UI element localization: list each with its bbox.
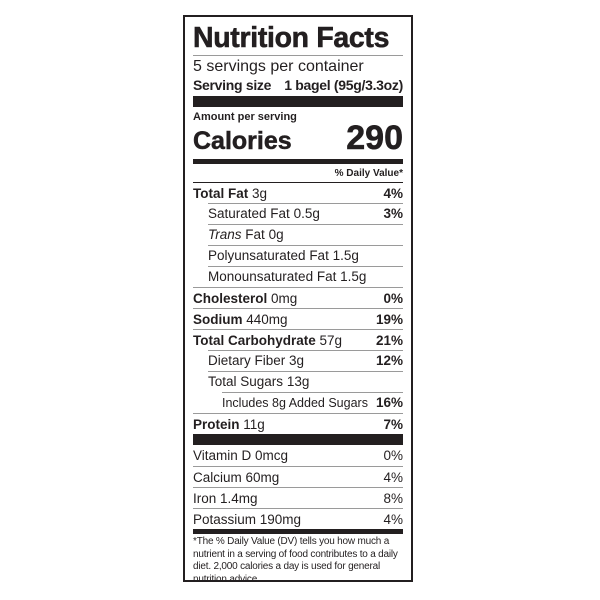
vitamin-rows: Vitamin D 0mcg 0% Calcium 60mg 4% Iron 1.4… xyxy=(193,445,403,529)
nutrition-facts-label: Nutrition Facts 5 servings per container… xyxy=(183,15,413,585)
nutrient-row-saturated-fat: Saturated Fat 0.5g 3% xyxy=(193,203,403,224)
nutrient-row-total-fat: Total Fat 3g 4% xyxy=(193,182,403,203)
serving-size-label: Serving size xyxy=(193,77,272,93)
nutrient-dv: 19% xyxy=(375,311,403,327)
vitamin-row-potassium: Potassium 190mg 4% xyxy=(193,508,403,529)
nutrient-name: Saturated Fat xyxy=(208,206,290,221)
nutrient-amount: 13g xyxy=(286,374,310,389)
nutrient-name: Trans xyxy=(208,227,242,242)
vitamin-row-iron: Iron 1.4mg 8% xyxy=(193,487,403,508)
nutrient-row-total-carbohydrate: Total Carbohydrate 57g 21% xyxy=(193,329,403,350)
vitamin-dv: 4% xyxy=(383,511,403,527)
servings-per-container: 5 servings per container xyxy=(193,58,364,75)
amount-per-serving: Amount per serving xyxy=(193,111,297,123)
nutrient-name: Includes 8g Added Sugars xyxy=(222,395,368,410)
nutrient-row-cholesterol: Cholesterol 0mg 0% xyxy=(193,287,403,308)
nutrient-dv: 4% xyxy=(383,185,403,201)
nutrient-amount: 3g xyxy=(289,353,305,368)
nutrient-dv: 3% xyxy=(383,206,403,221)
vitamin-dv: 4% xyxy=(383,469,403,485)
nutrient-amount: 1.5g xyxy=(340,269,367,284)
vitamin-name: Calcium 60mg xyxy=(193,469,280,485)
nutrient-amount: 440mg xyxy=(246,311,288,327)
nutrient-dv: 7% xyxy=(383,416,403,432)
nutrient-name: Polyunsaturated Fat xyxy=(208,248,329,263)
nutrient-amount: 1.5g xyxy=(332,248,359,263)
nutrient-dv: 0% xyxy=(383,290,403,306)
nutrient-row-sodium: Sodium 440mg 19% xyxy=(193,308,403,329)
nutrient-amount: 57g xyxy=(319,332,343,348)
nutrient-name: Dietary Fiber xyxy=(208,353,286,368)
nutrient-row-added-sugars: Includes 8g Added Sugars 16% xyxy=(193,392,403,413)
nutrient-name: Protein xyxy=(193,416,240,432)
nutrient-name: Total Sugars xyxy=(208,374,284,389)
nutrient-name: Sodium xyxy=(193,311,243,327)
calories-value: 290 xyxy=(346,119,403,157)
serving-size: Serving size 1 bagel (95g/3.3oz) xyxy=(193,76,403,94)
nutrient-name-suffix: Fat xyxy=(245,227,265,242)
vitamin-row-vitamin-d: Vitamin D 0mcg 0% xyxy=(193,445,403,466)
nutrient-row-total-sugars: Total Sugars 13g xyxy=(193,371,403,392)
nutrient-amount: 0.5g xyxy=(293,206,320,221)
nutrient-dv: 16% xyxy=(375,395,403,410)
vitamin-name: Iron 1.4mg xyxy=(193,490,258,506)
nutrient-dv: 12% xyxy=(375,353,403,368)
nutrient-row-polyunsaturated-fat: Polyunsaturated Fat 1.5g xyxy=(193,245,403,266)
nutrient-amount: 0g xyxy=(268,227,284,242)
footnote: *The % Daily Value (DV) tells you how mu… xyxy=(193,536,398,585)
thick-divider xyxy=(193,434,403,445)
calories-row: Calories 290 xyxy=(193,119,404,157)
nutrient-row-trans-fat: Trans Fat 0g xyxy=(193,224,403,245)
vitamin-name: Potassium 190mg xyxy=(193,511,302,527)
vitamin-dv: 0% xyxy=(383,448,403,463)
nutrient-name: Monounsaturated Fat xyxy=(208,269,337,284)
label-title: Nutrition Facts xyxy=(193,22,390,55)
vitamin-dv: 8% xyxy=(383,490,403,506)
nutrient-amount: 0mg xyxy=(271,290,298,306)
nutrient-row-protein: Protein 11g 7% xyxy=(193,413,403,434)
medium-divider xyxy=(193,529,403,534)
vitamin-name: Vitamin D 0mcg xyxy=(193,448,289,463)
serving-size-value: 1 bagel (95g/3.3oz) xyxy=(284,77,403,93)
vitamin-row-calcium: Calcium 60mg 4% xyxy=(193,466,403,487)
nutrient-name: Cholesterol xyxy=(193,290,268,306)
calories-label: Calories xyxy=(193,127,292,156)
nutrient-amount: 11g xyxy=(243,416,265,432)
nutrient-dv: 21% xyxy=(375,332,403,348)
nutrient-rows: Total Fat 3g 4% Saturated Fat 0.5g 3% Tran… xyxy=(193,182,403,434)
daily-value-header: % Daily Value* xyxy=(334,168,403,179)
nutrient-row-dietary-fiber: Dietary Fiber 3g 12% xyxy=(193,350,403,371)
thick-divider xyxy=(193,96,403,107)
divider xyxy=(193,55,403,56)
nutrient-row-monounsaturated-fat: Monounsaturated Fat 1.5g xyxy=(193,266,403,287)
nutrient-name: Total Fat xyxy=(193,185,249,201)
nutrient-name: Total Carbohydrate xyxy=(193,332,316,348)
medium-divider xyxy=(193,159,403,164)
nutrient-amount: 3g xyxy=(252,185,268,201)
